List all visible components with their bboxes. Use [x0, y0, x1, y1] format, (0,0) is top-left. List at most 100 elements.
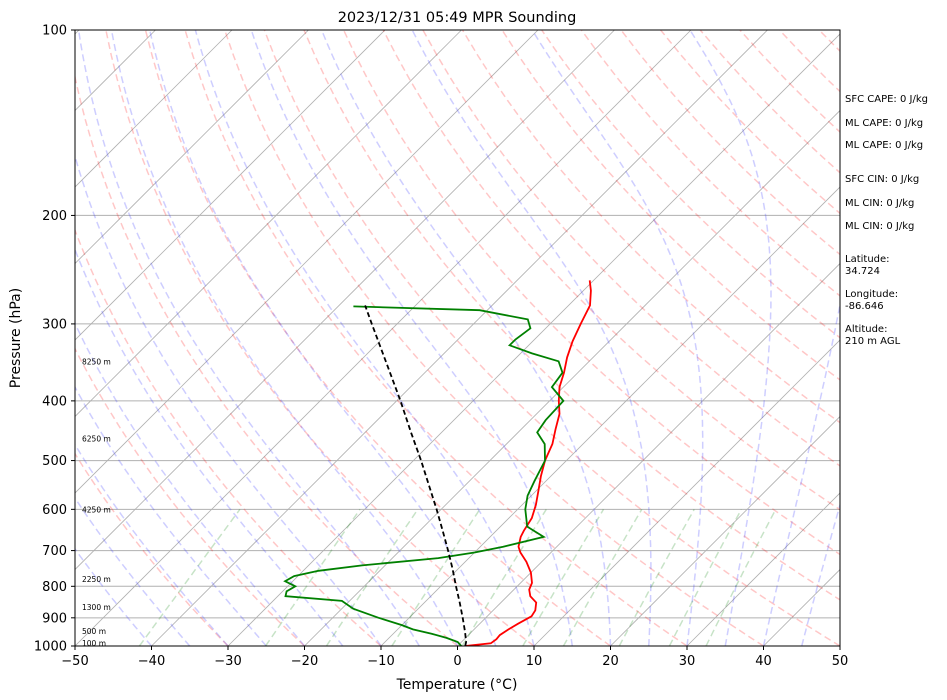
ml-cin-text-2: ML CIN: 0 J/kg	[845, 221, 914, 232]
isotherm-line	[227, 33, 840, 646]
isotherm-line	[75, 30, 539, 494]
ml-cape-text: ML CAPE: 0 J/kg	[845, 118, 923, 129]
sounding-info-panel: SFC CAPE: 0 J/kg ML CAPE: 0 J/kg ML CAPE…	[845, 94, 928, 347]
height-labels: 100 m 500 m 1300 m 2250 m 4250 m 6250 m 8250 m	[82, 357, 111, 648]
ml-cin-text: ML CIN: 0 J/kg	[845, 198, 914, 209]
ml-cape-text-2: ML CAPE: 0 J/kg	[845, 140, 923, 151]
isotherm-line	[457, 262, 840, 646]
isotherm-line	[75, 30, 309, 265]
mixing-ratio-line	[391, 508, 481, 646]
sfc-cin-text: SFC CIN: 0 J/kg	[845, 174, 919, 185]
chart-title: 2023/12/31 05:49 MPR Sounding	[338, 10, 577, 26]
height-label: 100 m	[82, 639, 106, 648]
isotherm-line	[151, 30, 768, 646]
thermo-background-lines	[0, 30, 840, 646]
plot-background	[75, 30, 840, 646]
x-tick-label: 40	[755, 654, 772, 669]
moist-adiabat-line	[75, 443, 229, 646]
dry-adiabat-line	[144, 30, 611, 646]
y-tick-label: 1000	[34, 640, 67, 655]
x-tick-label: 10	[526, 654, 543, 669]
moist-adiabat-line	[110, 30, 459, 646]
mixing-ratio-line	[522, 508, 605, 646]
y-tick-label: 300	[42, 317, 67, 332]
longitude-label: Longitude:	[845, 289, 898, 300]
y-tick-label: 400	[42, 394, 67, 409]
mixing-ratio-line	[325, 508, 419, 646]
moist-adiabat-line	[411, 30, 652, 646]
dry-adiabat-line	[541, 30, 840, 339]
height-label: 8250 m	[82, 357, 111, 366]
moist-adiabat-line	[801, 502, 840, 646]
moist-adiabat-line	[75, 247, 344, 646]
latitude-value: 34.724	[845, 266, 880, 277]
isotherm-line	[75, 30, 692, 646]
x-axis-ticks: −50 −40 −30 −20 −10 0 10 20 30 40 50	[61, 646, 848, 669]
x-tick-label: −40	[138, 654, 165, 669]
sfc-cape-text: SFC CAPE: 0 J/kg	[845, 94, 928, 105]
x-tick-label: 30	[679, 654, 696, 669]
isotherm-line	[75, 30, 386, 341]
moist-adiabat-line	[762, 300, 840, 646]
dewpoint-profile-line	[283, 305, 565, 646]
dry-adiabat-line	[501, 30, 840, 381]
mixing-ratio-line	[138, 508, 241, 646]
mixing-ratio-line	[668, 508, 742, 646]
dry-adiabat-line	[105, 30, 535, 646]
moist-adiabat-line	[75, 321, 306, 646]
dry-adiabat-line	[223, 30, 764, 646]
y-tick-label: 900	[42, 611, 67, 626]
moist-adiabat-line	[75, 496, 191, 646]
altitude-label: Altitude:	[845, 324, 887, 335]
isotherm-line	[686, 492, 840, 646]
moist-adiabat-line	[148, 30, 497, 646]
y-tick-label: 200	[42, 209, 67, 224]
moist-adiabat-line	[531, 30, 704, 646]
isotherm-line	[0, 30, 3, 646]
x-tick-label: 20	[602, 654, 619, 669]
dry-adiabat-line	[75, 73, 458, 646]
moist-adiabat-line	[689, 30, 772, 646]
y-tick-label: 600	[42, 503, 67, 518]
dry-adiabat-line	[184, 30, 688, 646]
isotherm-line	[75, 30, 615, 571]
isotherm-line	[75, 30, 233, 188]
moist-adiabat-line	[77, 30, 420, 646]
dry-adiabat-line	[342, 30, 840, 556]
isotherm-line	[380, 186, 840, 646]
moist-adiabat-line	[75, 385, 267, 646]
y-tick-label: 800	[42, 580, 67, 595]
parcel-profile-line	[364, 305, 468, 646]
dry-adiabat-line	[75, 228, 382, 646]
dry-adiabat-line	[422, 30, 840, 467]
isotherm-line	[533, 339, 840, 646]
y-tick-label: 700	[42, 544, 67, 559]
dry-adiabat-line	[461, 30, 840, 424]
moist-adiabat-line	[194, 30, 535, 646]
mixing-ratio-line	[618, 508, 695, 646]
latitude-label: Latitude:	[845, 254, 890, 265]
y-tick-label: 100	[42, 24, 67, 39]
longitude-value: -86.646	[845, 301, 884, 312]
y-tick-label: 500	[42, 454, 67, 469]
dry-adiabat-line	[75, 347, 306, 646]
mixing-ratio-line	[705, 508, 777, 646]
height-label: 6250 m	[82, 434, 111, 443]
x-tick-label: 50	[832, 654, 849, 669]
dry-adiabat-line	[580, 30, 840, 297]
height-label: 4250 m	[82, 505, 111, 514]
isotherm-line	[75, 30, 462, 418]
temperature-profile-line	[465, 280, 592, 646]
moist-adiabat-line	[75, 547, 153, 646]
x-tick-label: −10	[367, 654, 394, 669]
x-tick-label: 0	[453, 654, 461, 669]
mixing-ratio-line	[264, 508, 361, 646]
mixing-ratio-line	[461, 508, 547, 646]
altitude-value: 210 m AGL	[845, 336, 901, 347]
x-axis-label: Temperature (°C)	[396, 677, 518, 693]
moist-adiabat-line	[75, 153, 382, 646]
isotherm-line	[304, 109, 840, 646]
x-tick-label: −50	[61, 654, 88, 669]
dry-adiabat-line	[263, 30, 840, 646]
dry-adiabat-line	[303, 30, 840, 601]
